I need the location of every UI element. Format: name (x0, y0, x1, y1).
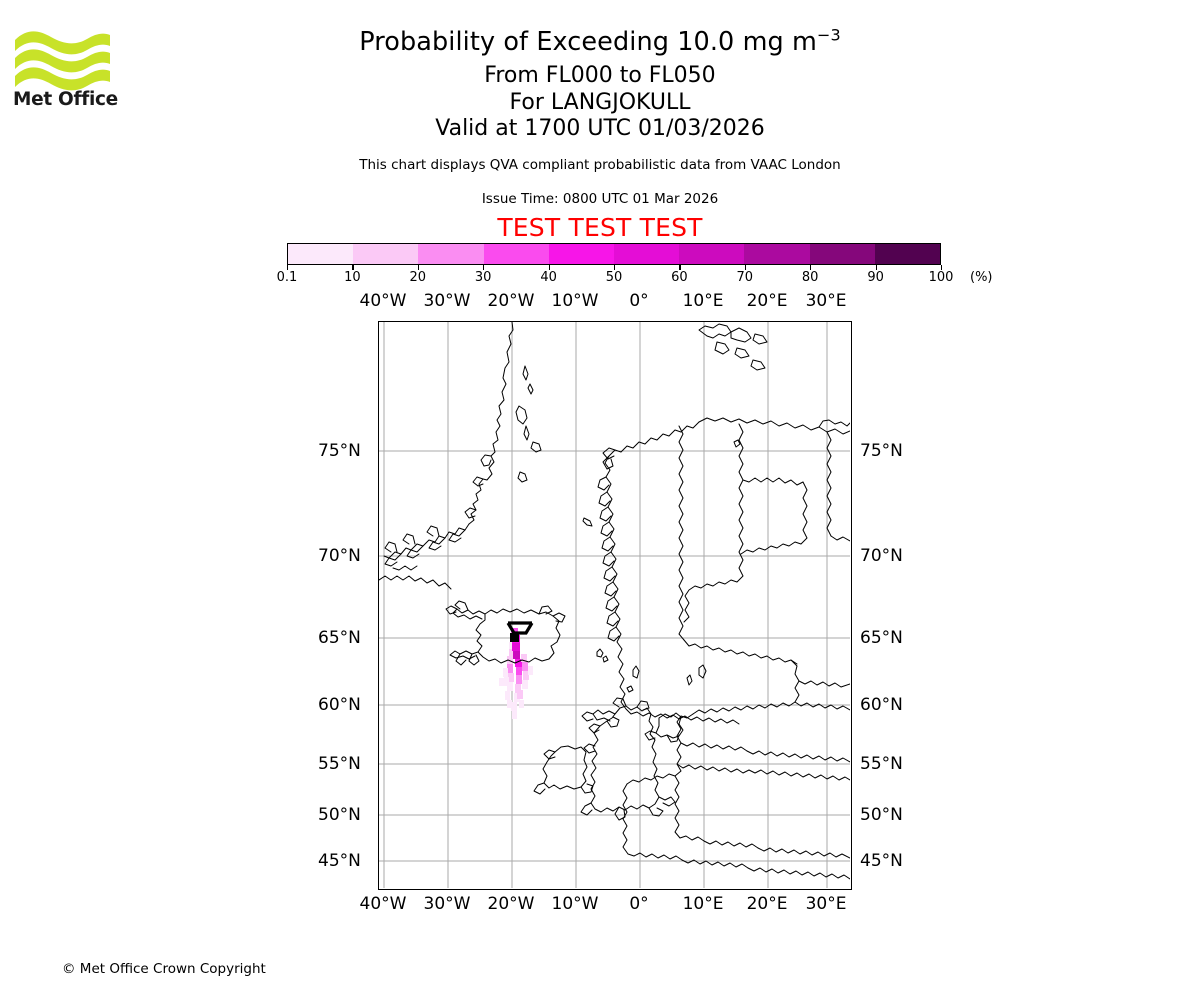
page-title: Probability of Exceeding 10.0 mg m−3 (0, 26, 1200, 58)
colorbar-label-80: 80 (801, 270, 819, 285)
lat-label-right-50: 50°N (860, 805, 903, 825)
lon-label-bottom--40: 40°W (359, 894, 407, 914)
copyright-notice: © Met Office Crown Copyright (62, 961, 266, 977)
lon-label-bottom-0: 0° (629, 894, 649, 914)
colorbar-tick-90 (875, 265, 877, 270)
lon-label-bottom-20: 20°E (746, 894, 788, 914)
colorbar-tick-10 (352, 265, 354, 270)
map-panel[interactable] (378, 321, 852, 890)
colorbar-tick-80 (810, 265, 812, 270)
lon-label-top--20: 20°W (487, 291, 535, 311)
lon-label-top-20: 20°E (746, 291, 788, 311)
colorbar-tick-100 (941, 265, 943, 270)
colorbar-cell-8 (809, 244, 875, 264)
colorbar-cell-6 (679, 244, 745, 264)
colorbar-cell-0 (288, 244, 354, 264)
lon-label-top--30: 30°W (423, 291, 471, 311)
colorbar-cell-7 (744, 244, 810, 264)
lat-label-right-55: 55°N (860, 754, 903, 774)
met-office-logo (13, 22, 113, 114)
colorbar-cell-1 (353, 244, 419, 264)
lat-label-right-65: 65°N (860, 628, 903, 648)
lon-label-bottom-30: 30°E (805, 894, 847, 914)
volcano-source-marker (506, 621, 534, 635)
probability-colorbar: 0.1 10 20 30 40 50 60 70 80 90 100 (277, 243, 953, 285)
colorbar-label-60: 60 (671, 270, 688, 285)
colorbar-label-20: 20 (409, 270, 427, 285)
lon-label-bottom-10: 10°E (682, 894, 724, 914)
colorbar-tick-0.1 (287, 265, 289, 270)
lon-label-top--40: 40°W (359, 291, 407, 311)
colorbar-cell-5 (614, 244, 680, 264)
met-office-logo-text: Met Office (13, 89, 118, 110)
lon-label-bottom--10: 10°W (551, 894, 599, 914)
colorbar-tick-50 (614, 265, 616, 270)
issue-time: Issue Time: 0800 UTC 01 Mar 2026 (481, 191, 719, 207)
colorbar-label-40: 40 (540, 270, 557, 285)
colorbar-label-100: 100 (928, 270, 954, 285)
flight-level-subtitle: From FL000 to FL050 (484, 63, 716, 88)
colorbar-cell-9 (874, 244, 941, 264)
colorbar-cell-2 (418, 244, 484, 264)
colorbar-label-0.1: 0.1 (276, 270, 298, 285)
colorbar-tick-20 (417, 265, 419, 270)
valid-time-subtitle: Valid at 1700 UTC 01/03/2026 (435, 116, 765, 141)
lon-label-top-30: 30°E (805, 291, 847, 311)
page-title-exponent: −3 (816, 25, 841, 45)
map-graticule (379, 322, 850, 888)
lon-label-bottom--30: 30°W (423, 894, 471, 914)
colorbar-label-90: 90 (867, 270, 884, 285)
colorbar-label-70: 70 (736, 270, 754, 285)
colorbar-label-30: 30 (474, 270, 492, 285)
colorbar-label-10: 10 (344, 270, 361, 285)
lon-label-bottom--20: 20°W (487, 894, 535, 914)
colorbar-tick-30 (483, 265, 485, 270)
colorbar-units-label: (%) (970, 270, 993, 285)
lat-label-right-60: 60°N (860, 695, 903, 715)
lat-label-right-45: 45°N (860, 851, 903, 871)
test-banner: TEST TEST TEST (497, 213, 703, 242)
lat-label-right-75: 75°N (860, 441, 903, 461)
colorbar-swatches (287, 243, 941, 265)
lat-label-right-70: 70°N (860, 546, 903, 566)
colorbar-cell-4 (548, 244, 615, 264)
lon-label-top-0: 0° (629, 291, 649, 311)
page-title-text: Probability of Exceeding 10.0 mg m (359, 27, 817, 57)
colorbar-tick-70 (744, 265, 746, 270)
lon-label-top--10: 10°W (551, 291, 599, 311)
colorbar-tick-40 (548, 265, 550, 270)
colorbar-cell-3 (483, 244, 549, 264)
map-coastlines (379, 322, 850, 880)
volcano-source-box (510, 633, 519, 642)
colorbar-label-50: 50 (605, 270, 623, 285)
qva-note: This chart displays QVA compliant probab… (359, 157, 841, 173)
colorbar-tick-60 (679, 265, 681, 270)
lon-label-top-10: 10°E (682, 291, 724, 311)
volcano-subtitle: For LANGJOKULL (509, 90, 691, 115)
